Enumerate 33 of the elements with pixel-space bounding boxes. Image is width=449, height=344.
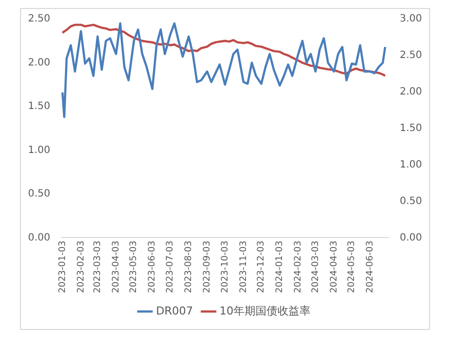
x-tick-label: 2023-02-03 — [76, 240, 86, 294]
x-tick-label: 2024-02-03 — [294, 240, 304, 294]
y-tick-label: 0.50 — [28, 188, 50, 200]
y2-tick-label: 0.50 — [400, 196, 422, 207]
y2-tick-label: 1.50 — [400, 122, 422, 134]
x-tick-label: 2023-05-03 — [129, 240, 140, 294]
y2-tick-label: 0.00 — [400, 232, 422, 244]
x-tick-label: 2023-11-03 — [238, 240, 249, 294]
y2-tick-label: 2.50 — [400, 50, 422, 62]
x-tick-label: 2024-06-03 — [366, 240, 376, 294]
y-tick-label: 0.00 — [28, 232, 50, 244]
x-tick-label: 2024-05-03 — [347, 240, 358, 294]
x-tick-label: 2023-08-03 — [184, 240, 194, 294]
legend-label: 10年期国债收益率 — [220, 304, 311, 318]
x-tick-label: 2024-03-03 — [310, 240, 321, 294]
y2-tick-label: 2.00 — [400, 86, 422, 98]
y2-tick-label: 1.00 — [400, 159, 422, 170]
x-tick-label: 2023-10-03 — [220, 240, 230, 294]
x-tick-label: 2023-12-03 — [256, 240, 267, 294]
x-tick-label: 2023-03-03 — [92, 240, 103, 294]
x-tick-label: 2023-07-03 — [166, 240, 176, 294]
y-tick-label: 2.50 — [28, 14, 50, 25]
y-tick-label: 1.50 — [28, 101, 50, 112]
x-tick-label: 2023-06-03 — [148, 240, 158, 294]
x-tick-label: 2023-01-03 — [58, 240, 68, 294]
x-tick-label: 2023-04-03 — [111, 240, 122, 294]
x-tick-label: 2024-04-03 — [329, 240, 340, 294]
y-tick-label: 1.00 — [28, 144, 50, 156]
y2-tick-label: 3.00 — [400, 14, 422, 25]
x-tick-label: 2024-01-03 — [275, 240, 286, 294]
x-tick-label: 2023-09-03 — [202, 240, 212, 294]
legend-label: DR007 — [156, 304, 194, 318]
y-tick-label: 2.00 — [28, 57, 50, 68]
